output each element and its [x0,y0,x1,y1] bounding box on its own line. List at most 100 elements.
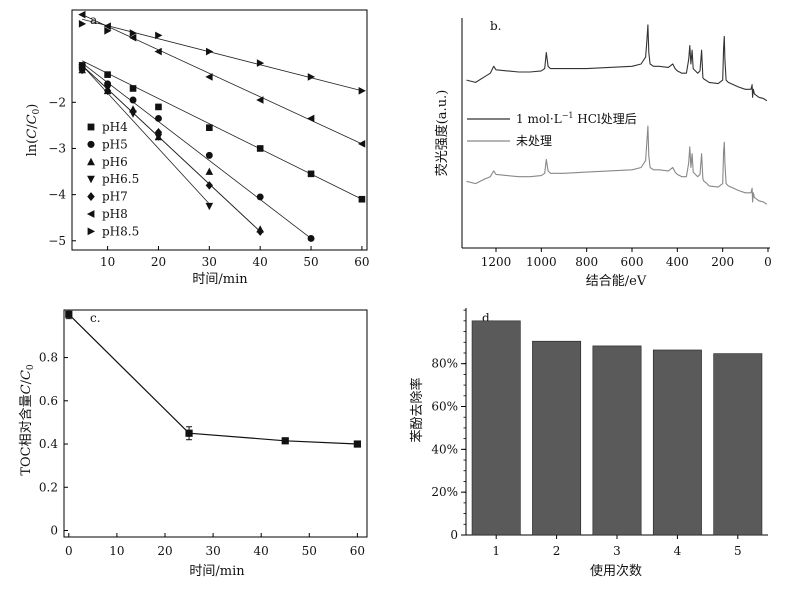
panel-b: b. 1200 1000 800 600 400 200 0 1 mol·L−1 HCl处理… [434,18,772,289]
y-tick-label: −2 [48,95,66,109]
x-tick-label: 60 [354,255,369,269]
bar-use-2 [532,340,582,536]
panel-b-x-ticks: 1200 1000 800 600 400 200 0 [481,248,772,269]
marker-ph6 [205,167,214,175]
marker-ph7 [256,227,264,236]
panel-c-x-title: 时间/min [189,564,245,579]
y-tick-label: 0.4 [39,437,58,451]
marker-ph8 [154,47,162,56]
marker-ph5 [155,114,162,122]
x-tick-label: 20 [151,255,166,269]
x-tick-label: 200 [711,255,734,269]
panel-a-letter: a. [90,13,101,27]
x-tick-label: 5 [734,544,742,558]
panel-d-x-ticks: 1 2 3 4 5 [492,535,742,558]
x-tick-label: 600 [621,255,644,269]
panel-d-y-title: 苯酚去除率 [409,377,425,442]
toc-marker [281,437,289,445]
y-tick-label: 0 [450,528,458,542]
fit-line-ph8 [82,14,363,145]
y-tick-label: 0.8 [39,351,58,365]
bar-use-1 [471,320,521,536]
y-tick-label: −5 [48,234,66,248]
marker-ph8-5 [358,86,366,95]
marker-ph8-5 [129,29,137,37]
marker-ph8 [103,22,111,30]
y-tick-label: 0.6 [39,394,58,408]
marker-ph4 [358,195,366,203]
x-tick-label: 400 [666,255,689,269]
y-tick-label: 0.2 [39,480,58,494]
panel-c-markers [65,309,361,448]
y-tick-label: 0 [50,524,58,538]
legend-label-hcl: 1 mol·L−1 HCl处理后 [516,111,637,126]
marker-ph5 [307,234,315,242]
x-tick-label: 50 [302,544,317,558]
panel-b-spectra [466,24,768,205]
x-tick-label: 2 [553,544,561,558]
legend-label-ph8: pH8 [102,207,128,221]
x-tick-label: 60 [350,544,365,558]
marker-ph8-5 [307,73,316,81]
toc-marker [185,429,193,437]
panel-a-legend: pH4 pH5 pH6 pH6.5 pH7 pH8 pH8.5 [86,120,139,238]
marker-ph4 [155,103,162,111]
panel-a: a. 10 20 30 40 50 60 −2−3−4−5 pH4pH5pH6pH6.5p… [25,9,370,287]
marker-ph7 [78,65,86,75]
marker-ph8-5 [78,20,87,28]
marker-ph8-5 [256,59,265,67]
legend-marker-ph6-5 [87,175,95,184]
panel-a-frame [71,9,368,251]
toc-marker [65,310,73,318]
panel-d-y-ticks: 0 20% 40% 60% 80% [431,309,466,542]
panel-c-line [68,313,358,445]
panel-a-y-ticks: −2 −3 −4 −5 [48,95,76,248]
marker-ph7 [103,86,112,96]
y-tick-label: 60% [431,400,458,414]
legend-marker-ph5 [87,140,95,148]
fit-line-ph5 [81,62,312,239]
legend-marker-ph8 [86,210,95,218]
legend-label-ph6-5: pH6.5 [102,172,139,186]
bar-use-4 [652,349,702,536]
marker-ph7 [205,181,213,190]
toc-line [68,313,358,445]
marker-ph6-5 [154,133,163,141]
x-tick-label: 3 [613,544,621,558]
legend-marker-ph4 [87,123,95,131]
panel-a-x-title: 时间/min [192,272,248,287]
bar-use-5 [713,353,763,536]
marker-ph5 [205,151,213,159]
marker-ph8 [307,114,315,123]
marker-ph7 [154,128,163,137]
panel-d-x-title: 使用次数 [590,563,642,579]
marker-ph5 [256,193,264,201]
panel-b-y-title: 荧光强度(a.u.) [434,90,450,177]
panel-d-bars [471,320,763,536]
x-tick-label: 10 [109,544,124,558]
x-tick-label: 1 [492,544,500,558]
x-tick-label: 0 [764,255,772,269]
legend-marker-ph7 [87,192,95,202]
x-tick-label: 800 [575,255,598,269]
panel-c-y-title: TOC相对含量C/C0 [18,364,36,476]
spectrum-item [466,125,768,205]
bar-use-3 [592,345,642,536]
panel-c-frame [63,309,368,538]
x-tick-label: 30 [205,544,220,558]
marker-ph8 [205,73,213,81]
panel-c-letter: c. [90,311,101,325]
marker-ph8 [357,140,366,148]
panel-a-markers [78,10,366,242]
marker-ph4 [206,124,213,131]
x-tick-label: 1000 [526,255,557,269]
x-tick-label: 40 [253,255,268,269]
marker-ph4 [104,71,111,78]
marker-ph4 [307,170,315,178]
panel-c-y-ticks: 0 0.2 0.4 0.6 0.8 [39,351,68,538]
legend-label-untreated: 未处理 [516,134,552,148]
fit-line-ph6-5 [81,65,210,205]
y-tick-label: 20% [431,485,458,499]
legend-label-ph8-5: pH8.5 [102,224,139,238]
panel-b-letter: b. [490,19,502,33]
